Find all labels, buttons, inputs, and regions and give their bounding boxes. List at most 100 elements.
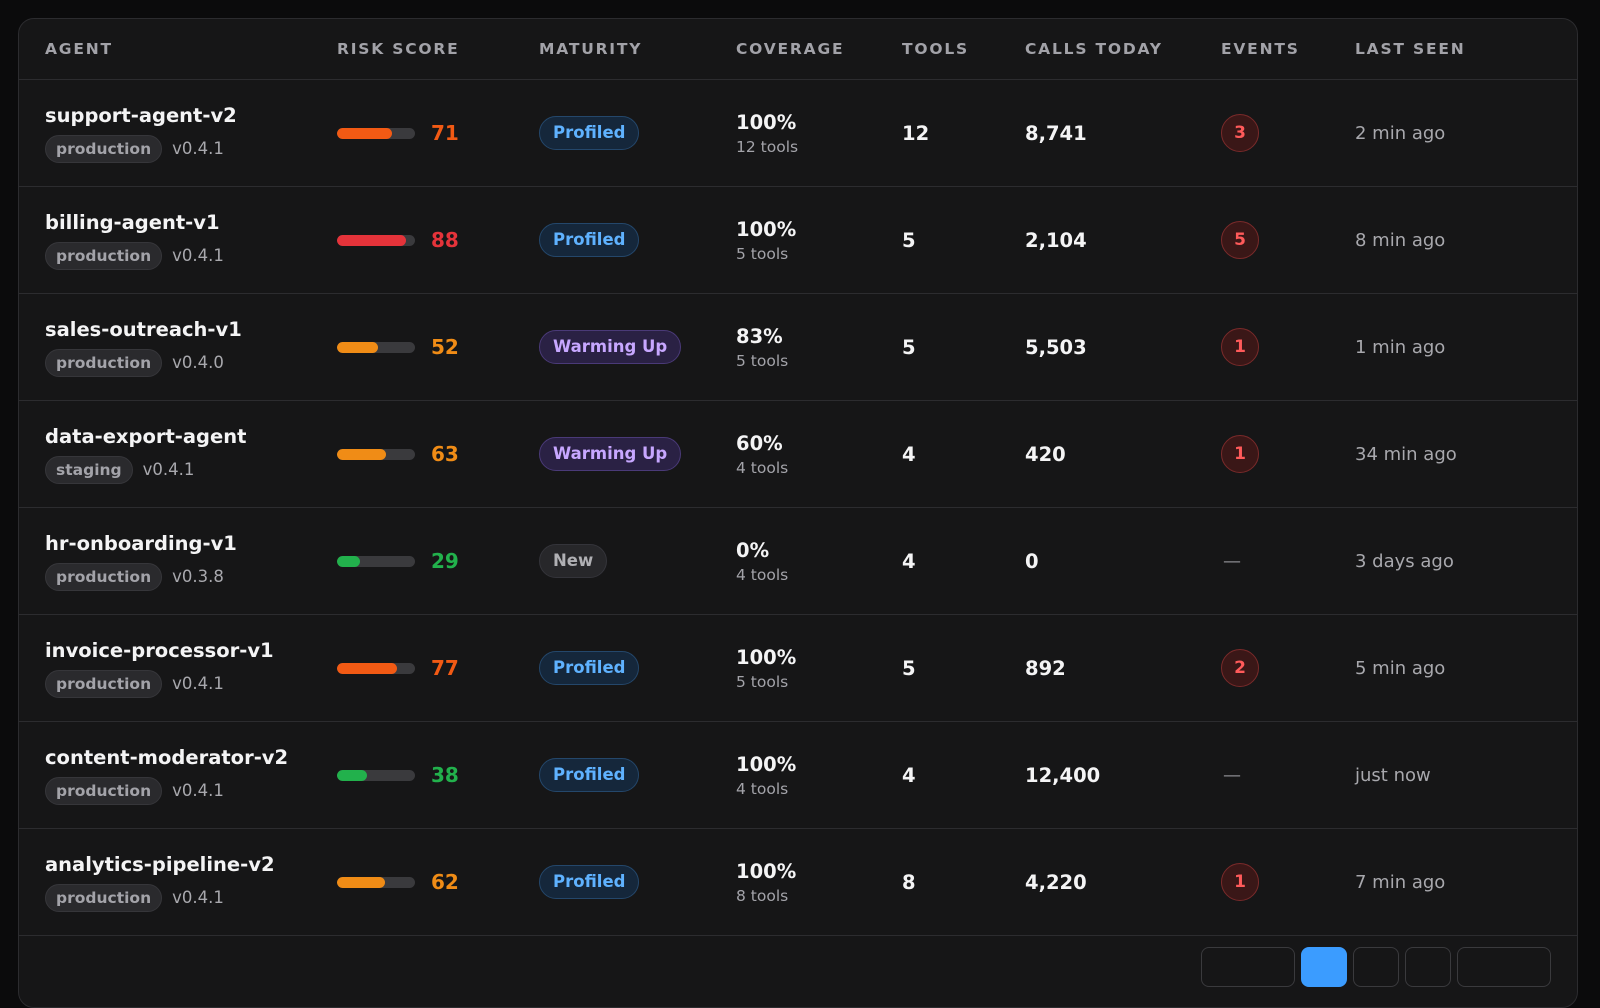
agent-version: v0.4.1 — [172, 674, 224, 693]
agent-version: v0.4.1 — [142, 460, 195, 479]
events-none: — — [1223, 550, 1241, 572]
maturity-cell: Warming Up — [539, 330, 736, 364]
coverage-percent: 0% — [736, 538, 770, 562]
environment-badge: production — [45, 241, 163, 270]
environment-badge: production — [45, 776, 163, 805]
risk-bar-fill — [337, 555, 360, 567]
risk-score-cell: 38 — [337, 763, 539, 787]
agent-cell: invoice-processor-v1 production v0.4.1 — [45, 639, 337, 698]
coverage-percent: 60% — [736, 431, 783, 455]
column-header-coverage[interactable]: COVERAGE — [736, 40, 845, 58]
coverage-percent: 83% — [736, 324, 783, 348]
risk-score-value: 77 — [431, 656, 459, 680]
pagination-page-button[interactable] — [1353, 947, 1399, 987]
tools-count: 12 — [902, 121, 930, 145]
tools-count: 5 — [902, 228, 916, 252]
table-row[interactable]: hr-onboarding-v1 production v0.3.8 29 Ne… — [19, 508, 1577, 615]
risk-bar — [337, 876, 415, 888]
coverage-tools: 4 tools — [736, 458, 789, 477]
risk-bar-fill — [337, 448, 387, 460]
maturity-cell: Profiled — [539, 865, 736, 899]
environment-badge: production — [45, 883, 163, 912]
table-row[interactable]: sales-outreach-v1 production v0.4.0 52 W… — [19, 294, 1577, 401]
pagination-page-active[interactable] — [1301, 947, 1347, 987]
pagination-next-button[interactable] — [1457, 947, 1551, 987]
table-row[interactable]: data-export-agent staging v0.4.1 63 Warm… — [19, 401, 1577, 508]
agent-name[interactable]: support-agent-v2 — [45, 103, 237, 127]
calls-today: 892 — [1025, 656, 1066, 680]
agent-cell: sales-outreach-v1 production v0.4.0 — [45, 318, 337, 377]
column-header-last-seen[interactable]: LAST SEEN — [1355, 40, 1466, 58]
risk-bar-fill — [337, 769, 367, 781]
agent-name[interactable]: content-moderator-v2 — [45, 745, 289, 769]
agents-table: AGENT RISK SCORE MATURITY COVERAGE TOOLS… — [18, 18, 1578, 1008]
calls-today: 12,400 — [1025, 763, 1101, 787]
table-header: AGENT RISK SCORE MATURITY COVERAGE TOOLS… — [19, 19, 1577, 80]
agent-name[interactable]: invoice-processor-v1 — [45, 638, 274, 662]
table-row[interactable]: invoice-processor-v1 production v0.4.1 7… — [19, 615, 1577, 722]
last-seen: 1 min ago — [1355, 336, 1446, 358]
events-cell: — — [1221, 551, 1355, 572]
last-seen: 8 min ago — [1355, 229, 1446, 251]
agent-version: v0.4.1 — [172, 139, 224, 158]
risk-score-value: 71 — [431, 121, 459, 145]
events-none: — — [1223, 764, 1241, 786]
pagination — [1201, 947, 1551, 987]
agent-name[interactable]: sales-outreach-v1 — [45, 317, 242, 341]
maturity-cell: Profiled — [539, 758, 736, 792]
last-seen: 5 min ago — [1355, 657, 1446, 679]
risk-bar — [337, 448, 415, 460]
coverage-percent: 100% — [736, 859, 797, 883]
risk-score-value: 29 — [431, 549, 459, 573]
events-count-badge: 1 — [1221, 863, 1259, 901]
maturity-badge: Warming Up — [539, 330, 682, 364]
table-row[interactable]: billing-agent-v1 production v0.4.1 88 Pr… — [19, 187, 1577, 294]
column-header-risk-score[interactable]: RISK SCORE — [337, 40, 460, 58]
pagination-prev-button[interactable] — [1201, 947, 1295, 987]
last-seen: 34 min ago — [1355, 443, 1457, 465]
agent-version: v0.4.1 — [172, 246, 224, 265]
column-header-tools[interactable]: TOOLS — [902, 40, 969, 58]
column-header-agent[interactable]: AGENT — [45, 40, 113, 58]
events-count-badge: 1 — [1221, 435, 1259, 473]
risk-bar-fill — [337, 127, 393, 139]
coverage-tools: 4 tools — [736, 565, 789, 584]
tools-count: 4 — [902, 549, 916, 573]
coverage-percent: 100% — [736, 110, 797, 134]
coverage-cell: 83% 5 tools — [736, 325, 902, 370]
risk-score-value: 63 — [431, 442, 459, 466]
column-header-calls-today[interactable]: CALLS TODAY — [1025, 40, 1163, 58]
events-cell: — — [1221, 765, 1355, 786]
calls-today: 0 — [1025, 549, 1039, 573]
risk-score-value: 38 — [431, 763, 459, 787]
risk-score-cell: 71 — [337, 121, 539, 145]
column-header-events[interactable]: EVENTS — [1221, 40, 1300, 58]
pagination-page-button[interactable] — [1405, 947, 1451, 987]
environment-badge: production — [45, 562, 163, 591]
risk-bar — [337, 662, 415, 674]
table-row[interactable]: content-moderator-v2 production v0.4.1 3… — [19, 722, 1577, 829]
events-count-badge: 3 — [1221, 114, 1259, 152]
agent-cell: support-agent-v2 production v0.4.1 — [45, 104, 337, 163]
maturity-badge: Profiled — [539, 758, 640, 792]
risk-score-cell: 63 — [337, 442, 539, 466]
coverage-tools: 4 tools — [736, 779, 789, 798]
events-count-badge: 2 — [1221, 649, 1259, 687]
maturity-badge: Profiled — [539, 223, 640, 257]
agent-name[interactable]: hr-onboarding-v1 — [45, 531, 237, 555]
agent-name[interactable]: billing-agent-v1 — [45, 210, 220, 234]
agent-name[interactable]: analytics-pipeline-v2 — [45, 852, 275, 876]
last-seen: 2 min ago — [1355, 122, 1446, 144]
tools-count: 4 — [902, 442, 916, 466]
coverage-tools: 5 tools — [736, 244, 789, 263]
agent-version: v0.4.1 — [172, 781, 224, 800]
table-row[interactable]: analytics-pipeline-v2 production v0.4.1 … — [19, 829, 1577, 936]
calls-today: 8,741 — [1025, 121, 1087, 145]
table-row[interactable]: support-agent-v2 production v0.4.1 71 Pr… — [19, 80, 1577, 187]
calls-today: 4,220 — [1025, 870, 1087, 894]
last-seen: 3 days ago — [1355, 550, 1454, 572]
risk-score-value: 62 — [431, 870, 459, 894]
column-header-maturity[interactable]: MATURITY — [539, 40, 643, 58]
agent-cell: hr-onboarding-v1 production v0.3.8 — [45, 532, 337, 591]
agent-name[interactable]: data-export-agent — [45, 424, 247, 448]
